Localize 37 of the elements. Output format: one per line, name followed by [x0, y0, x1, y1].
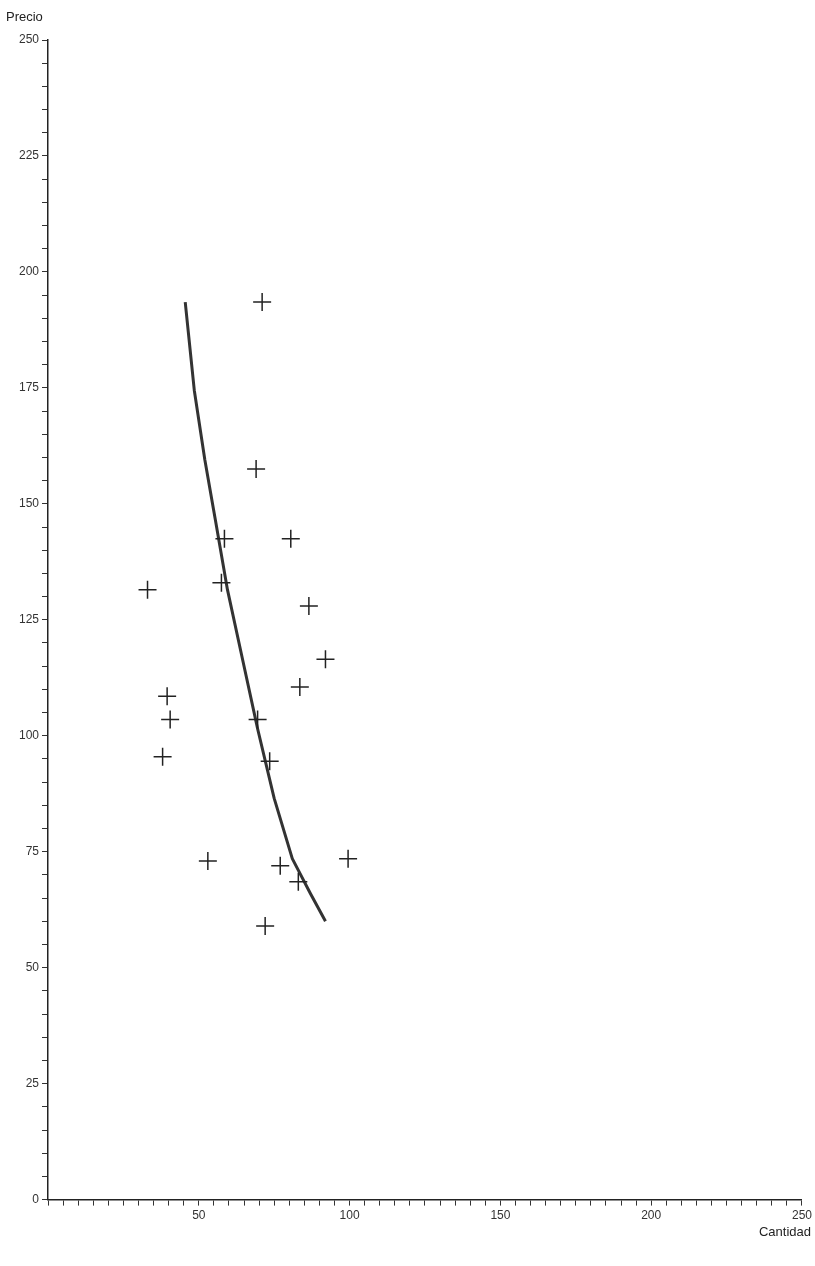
- point: [299, 596, 319, 616]
- x-tick-label: 250: [791, 1208, 813, 1223]
- point: [259, 751, 280, 772]
- y-tick-label: 225: [18, 148, 40, 163]
- point: [160, 709, 180, 730]
- point: [247, 709, 268, 730]
- y-tick-label: 250: [18, 32, 40, 47]
- point: [137, 579, 158, 600]
- point: [338, 848, 358, 869]
- y-tick-label: 100: [18, 728, 40, 743]
- point: [211, 572, 232, 593]
- y-tick-label: 50: [25, 959, 40, 974]
- point: [214, 528, 235, 549]
- x-axis-title: Cantidad: [758, 1223, 811, 1239]
- y-tick-label: 0: [32, 1191, 40, 1206]
- point: [246, 459, 266, 479]
- y-tick-label: 175: [18, 380, 40, 395]
- point: [198, 851, 218, 871]
- y-tick-label: 125: [18, 612, 40, 627]
- x-tick-label: 50: [192, 1208, 206, 1223]
- point: [157, 686, 177, 707]
- x-tick-label: 100: [339, 1208, 360, 1223]
- x-tick-label: 150: [490, 1208, 511, 1223]
- y-tick-label: 150: [18, 496, 40, 511]
- y-axis-title: Precio: [6, 9, 43, 25]
- point: [290, 677, 310, 697]
- point: [255, 916, 275, 936]
- point: [152, 746, 173, 767]
- point: [270, 855, 290, 876]
- y-tick-label: 25: [25, 1075, 40, 1090]
- x-tick-label: 200: [641, 1208, 662, 1223]
- y-tick-label: 200: [18, 264, 40, 279]
- point: [281, 528, 301, 549]
- point: [288, 872, 309, 892]
- y-tick-label: 75: [25, 844, 40, 859]
- point: [252, 292, 272, 312]
- point: [315, 649, 336, 669]
